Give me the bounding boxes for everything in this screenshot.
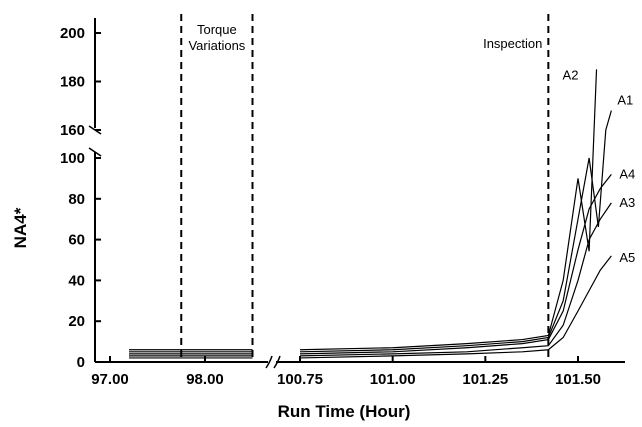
y-tick-label: 180 [60,74,85,91]
series-line-a2 [129,69,598,351]
x-tick-label: 101.00 [370,371,416,388]
y-tick-label: 200 [60,25,85,42]
series-label-a5: A5 [619,250,635,265]
series-group: A1 A2 A4 A3 A5 [129,67,635,359]
torque-variations-line: Variations [188,38,245,53]
x-tick-label: 98.00 [186,371,224,388]
x-tick-label: 100.75 [277,371,323,388]
torque-variations-label: Torque Variations [188,22,245,53]
series-label-a3: A3 [619,195,635,210]
y-axis-break-bottom [88,147,102,157]
y-tick-label: 80 [68,191,85,208]
x-tick-label: 101.50 [555,371,601,388]
annotations: Torque Variations Inspection [180,14,550,362]
y-tick-label: 0 [77,354,85,371]
y-tick-label: 40 [68,272,85,289]
x-tick-label: 101.25 [462,371,508,388]
axes [88,18,625,369]
series-label-a2: A2 [563,67,579,82]
x-axis-break-left [265,355,273,369]
x-axis-title: Run Time (Hour) [278,402,411,421]
series-line-a5 [129,255,612,359]
y-tick-label: 20 [68,313,85,330]
y-tick-label: 100 [60,150,85,167]
series-line-a3 [129,202,612,357]
inspection-label: Inspection [483,36,542,51]
series-line-a4 [129,173,612,355]
series-label-a1: A1 [617,93,633,108]
series-label-a4: A4 [619,166,635,181]
y-tick-label: 60 [68,232,85,249]
x-axis-break-right [273,355,281,369]
torque-variations-line: Torque [197,22,237,37]
y-tick-label: 160 [60,122,85,139]
y-axis-title: NA4* [11,207,30,248]
x-tick-label: 97.00 [91,371,129,388]
ticks: 0 20 40 60 80 100 160 180 200 97.00 98.00 100.75 101… [60,25,601,388]
series-line-a1 [129,110,612,353]
